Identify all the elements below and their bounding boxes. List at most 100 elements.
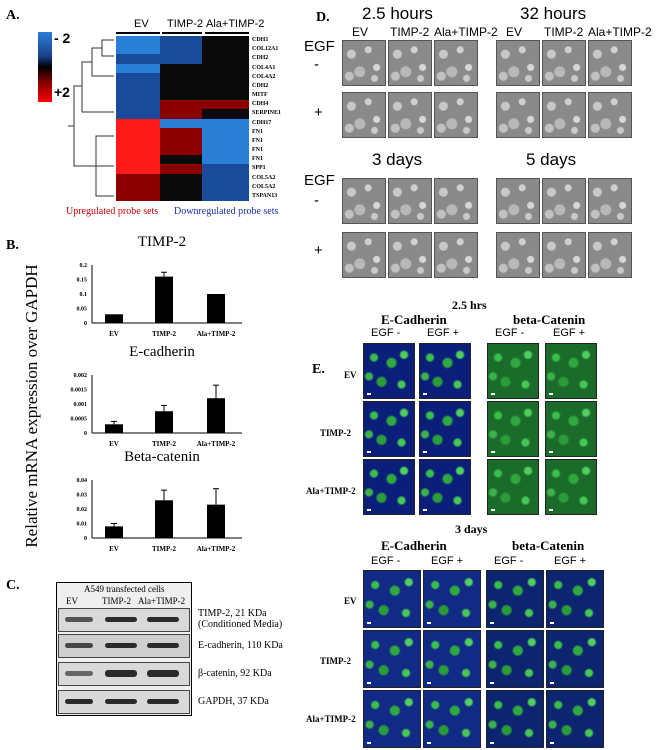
scale-bar	[367, 742, 371, 744]
heatmap-gene-label: FN1	[252, 137, 263, 144]
heatmap-gene-label: CDH4	[252, 101, 269, 108]
heatmap-dendrogram	[68, 39, 114, 197]
heatmap-cell	[116, 164, 160, 174]
heatmap-gene-label: COL12A1	[252, 46, 279, 53]
heatmap-gene-label: FN1	[252, 128, 263, 135]
if-row-label: Ala+TIMP-2	[306, 486, 356, 496]
heatmap-cell	[116, 136, 160, 147]
heatmap-gene-label: TSPAN13	[252, 192, 278, 199]
heatmap-cell	[160, 63, 202, 74]
phase-egf-plus-top: +	[314, 104, 323, 121]
phase-contrast-image	[496, 232, 540, 278]
blot-timp2	[58, 608, 190, 632]
phase-contrast-image	[434, 178, 478, 224]
if-image	[363, 690, 421, 748]
if-image	[423, 570, 481, 628]
heatmap-gene-label: CDH2	[252, 82, 269, 89]
phase-col-label: EV	[352, 25, 369, 39]
chart-tick-label: 0.0015	[71, 388, 88, 394]
if-image	[487, 459, 539, 515]
if-image	[545, 459, 597, 515]
phase-contrast-image	[342, 178, 386, 224]
if-image	[363, 401, 415, 457]
phase-egf-label-top: EGF	[304, 38, 335, 55]
panel-c-label: C.	[6, 578, 20, 593]
mrna-ylabel: Relative mRNA expression over GAPDH	[22, 264, 41, 548]
heatmap-gene-label: SPP1	[252, 165, 266, 172]
scale-bar	[367, 509, 371, 511]
scale-min-label: - 2	[54, 30, 71, 46]
heatmap-gene-label: SERPINE1	[252, 110, 282, 117]
if-image	[363, 343, 415, 399]
heatmap-cell	[160, 45, 202, 55]
phase-contrast-image	[496, 40, 540, 86]
heatmap-cell	[160, 182, 202, 193]
heatmap-cell	[202, 36, 249, 46]
heatmap-gene-label: COL4A2	[252, 73, 276, 80]
scale-bar	[427, 622, 431, 624]
phase-col-label: TIMP-2	[390, 25, 430, 39]
heatmap-cell	[160, 91, 202, 101]
chart-tick-label: 0.001	[74, 402, 88, 408]
heatmap-cell	[160, 36, 202, 46]
heatmap-cell	[116, 36, 160, 46]
phase-contrast-image	[588, 232, 632, 278]
heatmap-cell	[160, 173, 202, 184]
western-band-betacatenin: β-catenin, 92 KDa	[198, 668, 272, 679]
chart-bar	[105, 314, 123, 323]
heatmap-gene-label: COL4A1	[252, 64, 276, 71]
scale-bar	[491, 509, 495, 511]
blot-betacatenin	[58, 662, 190, 686]
phase-time-32h: 32 hours	[520, 4, 587, 23]
heatmap-gene-label: CDH1	[252, 37, 269, 43]
downregulated-caption: Downregulated probe sets	[174, 206, 279, 217]
heatmap-cell	[160, 146, 202, 156]
if-stain-label: E-Cadherin	[381, 312, 447, 327]
phase-contrast-image	[496, 92, 540, 138]
if-image	[546, 630, 604, 688]
chart-category-label: TIMP-2	[152, 440, 177, 448]
heatmap-col-bar-ev	[116, 32, 160, 34]
if-image	[487, 343, 539, 399]
if-egf-label: EGF -	[371, 555, 401, 567]
phase-col-label: Ala+TIMP-2	[434, 25, 498, 39]
heatmap-cell	[116, 72, 160, 83]
chart-category-label: Ala+TIMP-2	[197, 440, 236, 448]
if-image	[486, 630, 544, 688]
phase-contrast-image	[496, 178, 540, 224]
phase-contrast-image	[542, 40, 586, 86]
scale-bar	[367, 622, 371, 624]
heatmap-cell	[160, 109, 202, 119]
chart-category-label: Ala+TIMP-2	[197, 330, 236, 338]
phase-contrast-image	[588, 178, 632, 224]
scale-bar	[550, 742, 554, 744]
chart-category-label: Ala+TIMP-2	[197, 545, 236, 553]
western-band-gapdh: GAPDH, 37 KDa	[198, 696, 269, 707]
if-time-2-5hrs: 2.5 hrs	[452, 298, 487, 312]
if-egf-label: EGF -	[494, 555, 524, 567]
phase-egf-minus-bottom: -	[314, 192, 319, 209]
chart-tick-label: 0.04	[77, 478, 88, 484]
if-image	[546, 690, 604, 748]
heatmap-cell	[116, 45, 160, 55]
heatmap-cell	[160, 136, 202, 147]
chart-tick-label: 0.1	[80, 292, 88, 298]
if-image	[487, 401, 539, 457]
if-image	[486, 570, 544, 628]
panel-d-label: D.	[316, 10, 330, 25]
chart-bar	[207, 294, 225, 323]
heatmap-grid	[116, 36, 249, 202]
phase-contrast-image	[388, 232, 432, 278]
panel-e-label: E.	[312, 362, 325, 377]
heatmap-scale	[38, 32, 52, 102]
heatmap-gene-label: COL5A2	[252, 183, 276, 190]
heatmap-cell	[116, 118, 160, 129]
heatmap-cell	[202, 63, 249, 74]
if-image	[363, 570, 421, 628]
if-image	[419, 343, 471, 399]
heatmap-cell	[116, 81, 160, 92]
heatmap-cell	[116, 155, 160, 165]
heatmap-cell	[116, 63, 160, 74]
heatmap-cell	[202, 45, 249, 55]
chart-category-label: EV	[109, 440, 119, 448]
